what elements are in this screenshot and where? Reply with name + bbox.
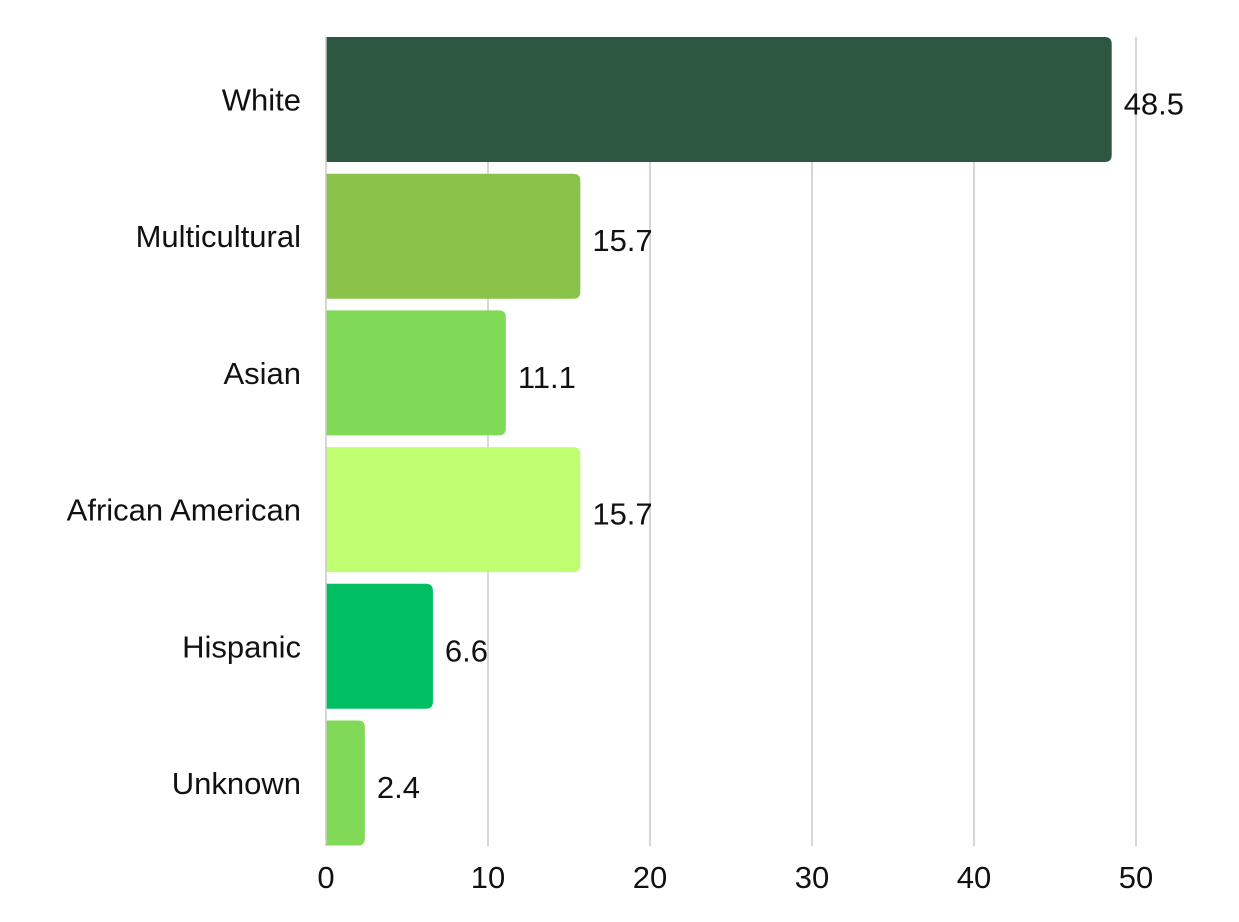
value-label: 15.7 bbox=[592, 223, 652, 258]
value-label: 15.7 bbox=[592, 497, 652, 532]
bar-hispanic bbox=[326, 583, 433, 709]
category-label: Asian bbox=[223, 356, 301, 391]
value-label: 6.6 bbox=[445, 633, 488, 668]
category-label: White bbox=[222, 83, 301, 118]
value-label: 11.1 bbox=[518, 360, 576, 395]
bar-multicultural bbox=[326, 173, 581, 299]
gridlines bbox=[487, 37, 1137, 846]
category-label: Hispanic bbox=[182, 629, 301, 664]
value-label: 2.4 bbox=[377, 770, 420, 805]
bar-unknown bbox=[326, 720, 365, 846]
x-tick-label: 40 bbox=[957, 860, 991, 895]
category-label: Multicultural bbox=[136, 219, 301, 254]
x-tick-label: 20 bbox=[633, 860, 667, 895]
x-tick-label: 50 bbox=[1119, 860, 1153, 895]
x-tick-label: 10 bbox=[471, 860, 505, 895]
labels: 0 10 20 30 40 50 White 48.5 Multicultural 15.7 Asi… bbox=[67, 83, 1184, 896]
bar-asian bbox=[326, 310, 506, 436]
bars bbox=[326, 37, 1112, 846]
x-tick-label: 0 bbox=[317, 860, 334, 895]
x-tick-label: 30 bbox=[795, 860, 829, 895]
category-label: Unknown bbox=[172, 766, 301, 801]
category-label: African American bbox=[67, 493, 301, 528]
bar-african-american bbox=[326, 447, 581, 573]
value-label: 48.5 bbox=[1124, 87, 1184, 122]
bar-white bbox=[326, 37, 1112, 162]
